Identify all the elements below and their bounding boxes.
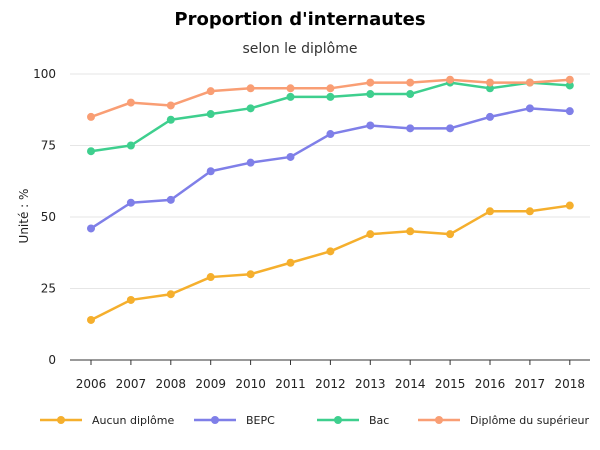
data-point [206,110,215,119]
x-tick-label: 2013 [355,377,386,391]
data-point [565,107,574,116]
data-point [246,158,255,167]
x-tick-label: 2015 [435,377,466,391]
data-point [286,258,295,267]
x-tick-label: 2014 [395,377,426,391]
data-point [87,147,95,156]
data-point [166,195,175,204]
y-tick-label: 50 [41,210,56,224]
axes: 0 25 50 75 100 2006 2007 2008 2009 2010 2011 2012 20… [33,67,590,391]
data-point [366,121,375,130]
series-line [90,81,570,153]
data-point [525,207,534,216]
data-point [366,230,375,239]
series-line [90,204,570,322]
series-1 [87,201,574,324]
y-axis-title: Unité : % [17,189,31,244]
legend-swatch-point [211,416,219,424]
data-point [286,84,295,93]
legend: Aucun diplôme BEPC Bac Diplôme du supérieur [40,414,589,427]
series-group [87,75,574,324]
data-point [486,78,494,87]
data-point [446,124,455,133]
data-point [206,87,215,96]
data-point [87,224,95,233]
y-tick-label: 25 [41,282,56,296]
data-point [525,104,534,113]
legend-label: BEPC [246,414,275,427]
legend-label: Bac [369,414,389,427]
data-point [326,92,335,101]
data-point [406,90,415,99]
data-point [326,247,335,256]
data-point [486,207,494,216]
series-4 [87,75,574,121]
data-point [286,92,295,101]
legend-swatch-point [334,416,342,424]
x-tick-label: 2012 [315,377,346,391]
data-point [246,84,255,93]
data-point [126,98,135,107]
legend-label: Aucun diplôme [92,414,175,427]
data-point [366,90,375,99]
data-point [246,270,255,279]
data-point [446,230,455,239]
chart-title: Proportion d'internautes [174,9,425,30]
data-point [486,112,494,121]
data-point [446,75,455,84]
data-point [525,78,534,87]
legend-item: Aucun diplôme [40,414,175,427]
data-point [406,78,415,87]
y-tick-label: 0 [48,353,56,367]
data-point [206,167,215,176]
x-tick-label: 2017 [515,377,546,391]
data-point [126,141,135,150]
data-point [326,84,335,93]
legend-item: Diplôme du supérieur [418,414,589,427]
data-point [366,78,375,87]
data-point [565,75,574,84]
x-tick-label: 2016 [475,377,506,391]
data-point [406,124,415,133]
data-point [87,112,95,121]
legend-item: Bac [317,414,389,427]
data-point [246,104,255,113]
data-point [486,84,494,93]
chart-subtitle: selon le diplôme [242,41,357,57]
x-tick-label: 2009 [195,377,226,391]
y-tick-label: 100 [33,67,56,81]
data-point [166,115,175,124]
x-tick-label: 2018 [555,377,586,391]
x-tick-label: 2010 [235,377,266,391]
gridlines [70,73,590,289]
x-tick-label: 2006 [76,377,107,391]
data-point [166,290,175,299]
x-tick-label: 2007 [116,377,147,391]
data-point [87,315,95,324]
x-tick-label: 2011 [275,377,306,391]
x-tick-label: 2008 [156,377,187,391]
data-point [565,81,574,90]
legend-swatch-point [435,416,443,424]
legend-swatch-point [57,416,65,424]
data-point [406,227,415,236]
data-point [126,295,135,304]
legend-label: Diplôme du supérieur [470,414,589,427]
data-point [286,152,295,161]
data-point [126,198,135,207]
legend-item: BEPC [194,414,275,427]
data-point [565,201,574,210]
data-point [206,273,215,282]
series-2 [87,104,574,233]
y-tick-label: 75 [41,139,56,153]
data-point [326,130,335,139]
data-point [166,101,175,110]
